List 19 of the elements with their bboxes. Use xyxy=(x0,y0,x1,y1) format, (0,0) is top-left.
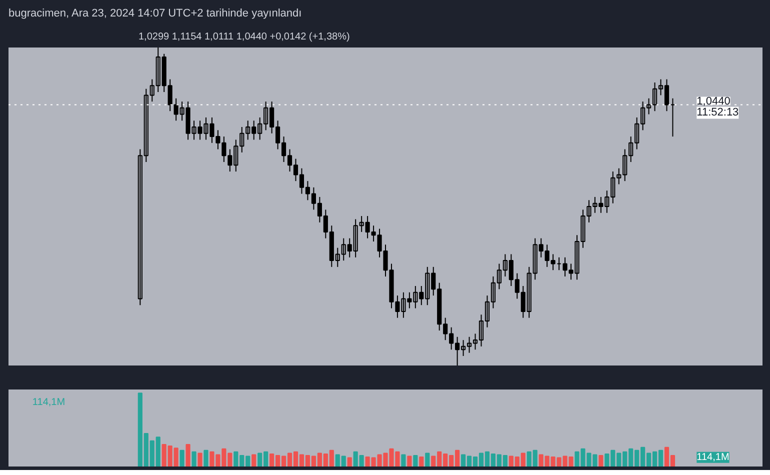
text: 11:52:13 xyxy=(696,106,739,119)
text: 114,1M xyxy=(32,396,66,408)
text: 1,0299 1,1154 1,0111 1,0440 +0,0142 (+1,38%) xyxy=(138,32,350,42)
bar xyxy=(598,455,604,466)
bar xyxy=(186,444,190,466)
bar xyxy=(198,452,202,466)
ref-line-label: 1,0440 xyxy=(696,96,730,108)
bar xyxy=(425,452,430,466)
bar xyxy=(407,456,412,466)
bar xyxy=(347,457,352,466)
bar xyxy=(180,450,184,466)
chart-title: bugracimen, Ara 23, 2024 14:07 UTC+2 tarihinde yayınlandı xyxy=(8,8,302,20)
text: 114,1M xyxy=(696,452,730,463)
bar xyxy=(413,455,418,466)
bar xyxy=(252,454,256,466)
bar xyxy=(401,454,406,466)
bar xyxy=(192,451,196,466)
bar xyxy=(204,450,208,466)
bar xyxy=(419,456,424,466)
